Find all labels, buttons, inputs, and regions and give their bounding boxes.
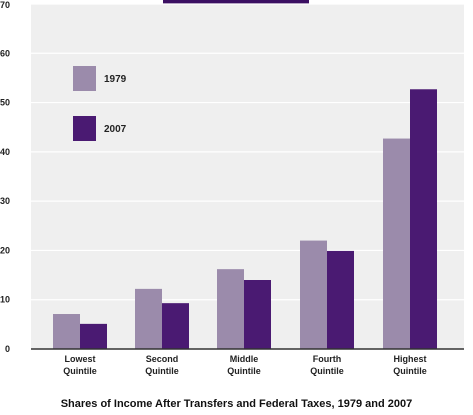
y-tick-label: 40 <box>0 147 10 157</box>
x-category-label: Second <box>146 354 179 364</box>
legend-label-2007: 2007 <box>104 124 127 135</box>
bar-2007-highest <box>410 89 437 349</box>
x-category-label: Fourth <box>313 354 342 364</box>
bar-1979-second <box>135 288 162 349</box>
legend-label-1979: 1979 <box>104 74 127 85</box>
bar-2007-middle <box>244 280 271 349</box>
x-category-label: Highest <box>393 354 426 364</box>
y-tick-label: 30 <box>0 196 10 206</box>
bars <box>53 89 437 349</box>
y-tick-label: 50 <box>0 98 10 108</box>
legend-swatch-1979 <box>73 66 96 91</box>
x-category-label: Lowest <box>64 354 95 364</box>
y-tick-label: 20 <box>0 245 10 255</box>
x-category-label: Quintile <box>63 366 97 376</box>
legend-swatch-2007 <box>73 116 96 141</box>
x-category-label: Quintile <box>310 366 344 376</box>
y-tick-label: 60 <box>0 48 10 58</box>
bar-1979-highest <box>383 138 410 349</box>
y-axis-ticks: 0 10 20 30 40 50 60 70 <box>0 0 10 354</box>
chart-caption: Shares of Income After Transfers and Fed… <box>60 398 413 410</box>
x-category-label: Quintile <box>393 366 427 376</box>
bar-2007-lowest <box>80 323 107 349</box>
bar-1979-fourth <box>300 240 327 349</box>
x-category-label: Middle <box>230 354 259 364</box>
bar-2007-second <box>162 303 189 349</box>
y-tick-label: 10 <box>0 295 10 305</box>
x-axis-labels: Lowest Quintile Second Quintile Middle Quinti… <box>63 354 427 376</box>
x-category-label: Quintile <box>227 366 261 376</box>
x-category-label: Quintile <box>145 366 179 376</box>
header-bar <box>163 0 309 4</box>
y-tick-label: 70 <box>0 0 10 10</box>
y-tick-label: 0 <box>5 344 10 354</box>
bar-1979-middle <box>217 269 244 349</box>
bar-2007-fourth <box>327 250 354 349</box>
bar-1979-lowest <box>53 314 80 349</box>
legend: 1979 2007 <box>73 66 127 141</box>
